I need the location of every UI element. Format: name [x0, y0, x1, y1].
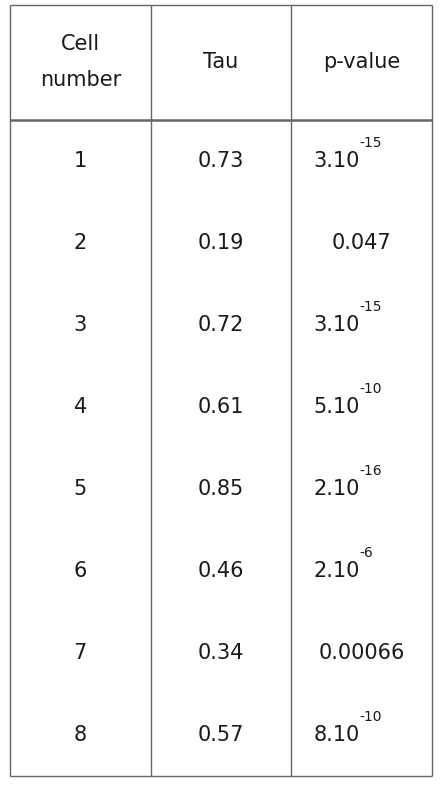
Text: 0.19: 0.19 — [198, 233, 244, 253]
Text: -10: -10 — [359, 382, 382, 396]
Text: 3.10: 3.10 — [313, 151, 359, 171]
Text: 0.57: 0.57 — [198, 725, 244, 745]
Text: 0.61: 0.61 — [198, 397, 244, 417]
Text: 6: 6 — [73, 561, 87, 581]
Text: 5: 5 — [74, 479, 87, 499]
Text: p-value: p-value — [323, 53, 400, 73]
Text: 0.34: 0.34 — [198, 643, 244, 663]
Text: 0.72: 0.72 — [198, 315, 244, 335]
Text: -10: -10 — [359, 710, 382, 724]
Text: 8: 8 — [74, 725, 87, 745]
Text: 1: 1 — [74, 151, 87, 171]
Text: 2: 2 — [74, 233, 87, 253]
Text: 0.85: 0.85 — [198, 479, 244, 499]
Text: 2.10: 2.10 — [313, 561, 359, 581]
Text: 3.10: 3.10 — [313, 315, 359, 335]
Text: -15: -15 — [359, 300, 382, 314]
Text: 0.00066: 0.00066 — [318, 643, 405, 663]
Text: Tau: Tau — [203, 53, 238, 73]
Text: 8.10: 8.10 — [313, 725, 359, 745]
Text: 4: 4 — [74, 397, 87, 417]
Text: number: number — [40, 70, 121, 90]
Text: 7: 7 — [74, 643, 87, 663]
Text: 0.46: 0.46 — [198, 561, 244, 581]
Text: -15: -15 — [359, 136, 382, 150]
Text: Cell: Cell — [61, 34, 100, 54]
Text: 2.10: 2.10 — [313, 479, 359, 499]
Text: -16: -16 — [359, 464, 382, 478]
Text: -6: -6 — [359, 546, 373, 560]
Text: 3: 3 — [74, 315, 87, 335]
Text: 0.73: 0.73 — [198, 151, 244, 171]
Text: 0.047: 0.047 — [332, 233, 391, 253]
Text: 5.10: 5.10 — [313, 397, 359, 417]
